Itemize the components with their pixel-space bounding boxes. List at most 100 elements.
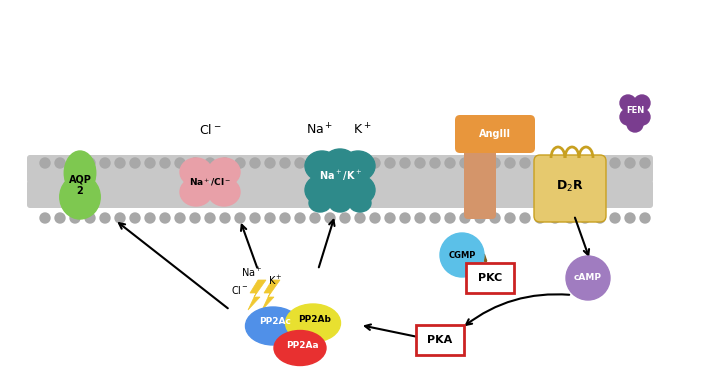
Circle shape <box>550 213 560 223</box>
Ellipse shape <box>59 175 101 219</box>
Circle shape <box>505 158 515 168</box>
Text: PKA: PKA <box>428 335 452 345</box>
Circle shape <box>70 213 80 223</box>
Circle shape <box>250 158 260 168</box>
Circle shape <box>535 158 545 168</box>
Ellipse shape <box>305 175 339 205</box>
Circle shape <box>400 213 410 223</box>
Circle shape <box>490 158 500 168</box>
Polygon shape <box>262 280 280 310</box>
Ellipse shape <box>274 331 326 365</box>
Circle shape <box>190 158 200 168</box>
Circle shape <box>627 116 643 132</box>
Circle shape <box>235 213 245 223</box>
Circle shape <box>70 158 80 168</box>
Circle shape <box>610 213 620 223</box>
Circle shape <box>460 213 470 223</box>
Circle shape <box>627 102 643 118</box>
FancyBboxPatch shape <box>416 325 464 355</box>
Circle shape <box>55 158 65 168</box>
Circle shape <box>145 213 155 223</box>
Ellipse shape <box>246 307 300 345</box>
Circle shape <box>565 213 575 223</box>
Circle shape <box>145 158 155 168</box>
Circle shape <box>505 213 515 223</box>
Ellipse shape <box>305 151 339 181</box>
FancyBboxPatch shape <box>70 173 90 196</box>
Circle shape <box>355 213 365 223</box>
FancyBboxPatch shape <box>534 155 606 222</box>
Circle shape <box>100 213 110 223</box>
Circle shape <box>640 158 650 168</box>
Circle shape <box>430 213 440 223</box>
Circle shape <box>190 213 200 223</box>
Circle shape <box>205 213 215 223</box>
Text: Na$^+$: Na$^+$ <box>307 122 333 137</box>
Circle shape <box>580 158 590 168</box>
Circle shape <box>280 213 290 223</box>
Circle shape <box>295 158 305 168</box>
Text: PP2Aa: PP2Aa <box>286 342 319 350</box>
Circle shape <box>620 109 636 125</box>
Circle shape <box>625 213 635 223</box>
Ellipse shape <box>323 149 357 179</box>
Circle shape <box>595 158 605 168</box>
Circle shape <box>100 158 110 168</box>
Circle shape <box>520 213 530 223</box>
Circle shape <box>115 213 125 223</box>
Circle shape <box>385 213 395 223</box>
FancyBboxPatch shape <box>464 131 496 219</box>
Circle shape <box>415 158 425 168</box>
Circle shape <box>85 213 95 223</box>
Circle shape <box>325 158 335 168</box>
Circle shape <box>340 158 350 168</box>
Ellipse shape <box>309 194 331 212</box>
Circle shape <box>85 158 95 168</box>
Ellipse shape <box>180 178 212 206</box>
Circle shape <box>625 158 635 168</box>
Circle shape <box>130 158 140 168</box>
Circle shape <box>340 213 350 223</box>
Circle shape <box>55 213 65 223</box>
Circle shape <box>620 95 636 111</box>
Circle shape <box>160 158 170 168</box>
Ellipse shape <box>329 194 351 212</box>
Circle shape <box>634 95 650 111</box>
Ellipse shape <box>323 177 357 207</box>
FancyBboxPatch shape <box>455 115 535 153</box>
Circle shape <box>295 213 305 223</box>
Text: FEN: FEN <box>626 105 644 115</box>
Circle shape <box>310 158 320 168</box>
Text: PP2Ab: PP2Ab <box>299 316 331 324</box>
Circle shape <box>40 158 50 168</box>
Ellipse shape <box>285 304 341 342</box>
Text: AQP
2: AQP 2 <box>69 174 91 196</box>
Circle shape <box>440 233 484 277</box>
FancyBboxPatch shape <box>466 263 514 293</box>
Circle shape <box>445 158 455 168</box>
Circle shape <box>265 158 275 168</box>
Circle shape <box>325 213 335 223</box>
Circle shape <box>115 158 125 168</box>
Circle shape <box>160 213 170 223</box>
Circle shape <box>460 158 470 168</box>
Circle shape <box>475 213 485 223</box>
Circle shape <box>634 109 650 125</box>
Circle shape <box>310 213 320 223</box>
Text: Na$^+$/K$^+$: Na$^+$/K$^+$ <box>319 169 362 183</box>
Circle shape <box>400 158 410 168</box>
Circle shape <box>370 213 380 223</box>
Text: K$^+$: K$^+$ <box>268 273 282 286</box>
Text: Na$^+$: Na$^+$ <box>241 265 263 278</box>
Circle shape <box>475 158 485 168</box>
Text: CGMP: CGMP <box>448 250 476 260</box>
Circle shape <box>566 256 610 300</box>
Circle shape <box>280 158 290 168</box>
Text: K$^+$: K$^+$ <box>353 122 371 137</box>
Circle shape <box>385 158 395 168</box>
Circle shape <box>565 158 575 168</box>
Text: Cl$^-$: Cl$^-$ <box>199 123 221 137</box>
Text: cAMP: cAMP <box>574 273 602 283</box>
Ellipse shape <box>208 178 240 206</box>
Ellipse shape <box>64 151 96 195</box>
